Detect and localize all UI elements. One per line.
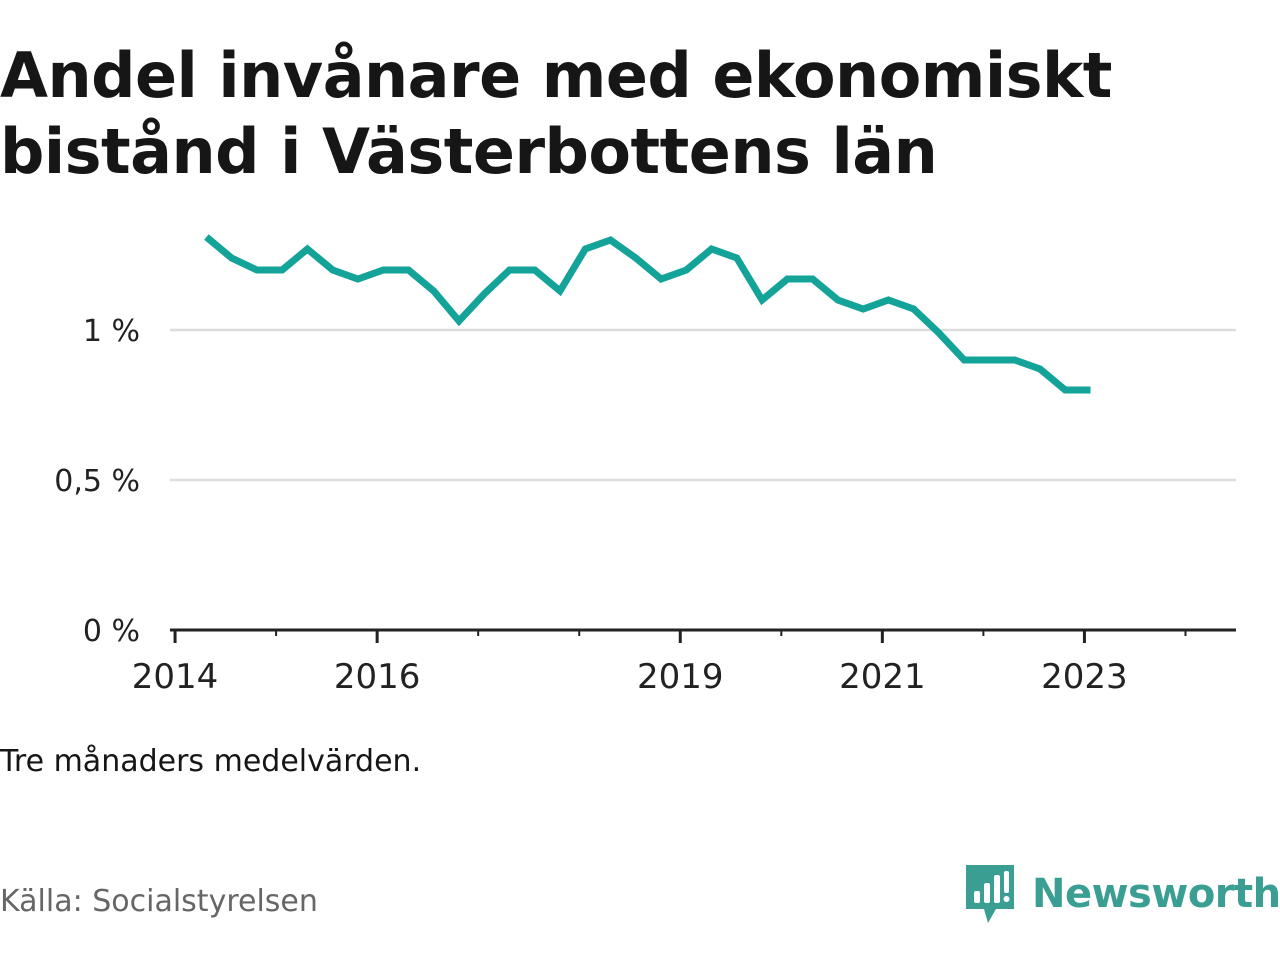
x-tick-label: 2014	[132, 657, 219, 697]
source-text: Källa: Socialstyrelsen	[0, 884, 318, 919]
y-tick-label: 0 %	[83, 614, 140, 649]
series-layer	[204, 234, 1091, 394]
y-tick-label: 1 %	[83, 314, 140, 349]
x-tick-label: 2019	[637, 657, 724, 697]
y-axis-labels: 0 % 0,5 % 1 %	[54, 314, 140, 649]
y-tick-label: 0,5 %	[54, 464, 140, 499]
grid-lines	[170, 328, 1236, 482]
chart-title-line-2: bistånd i Västerbottens län	[0, 115, 938, 188]
chart-note: Tre månaders medelvärden.	[0, 744, 422, 779]
brand-logo: Newsworthy	[964, 862, 1280, 926]
newsworthy-logo-icon	[966, 865, 1014, 923]
chart-title: Andel invånare med ekonomiskt bistånd i …	[0, 38, 1240, 190]
x-tick-label: 2021	[839, 657, 926, 697]
series-line	[204, 234, 1091, 394]
chart-title-line-1: Andel invånare med ekonomiskt	[0, 39, 1112, 112]
x-tick-label: 2023	[1041, 657, 1128, 697]
brand-name: Newsworthy	[1032, 871, 1280, 917]
x-axis: 2014 2016 2019 2021 2023	[132, 628, 1236, 697]
x-tick-label: 2016	[334, 657, 421, 697]
